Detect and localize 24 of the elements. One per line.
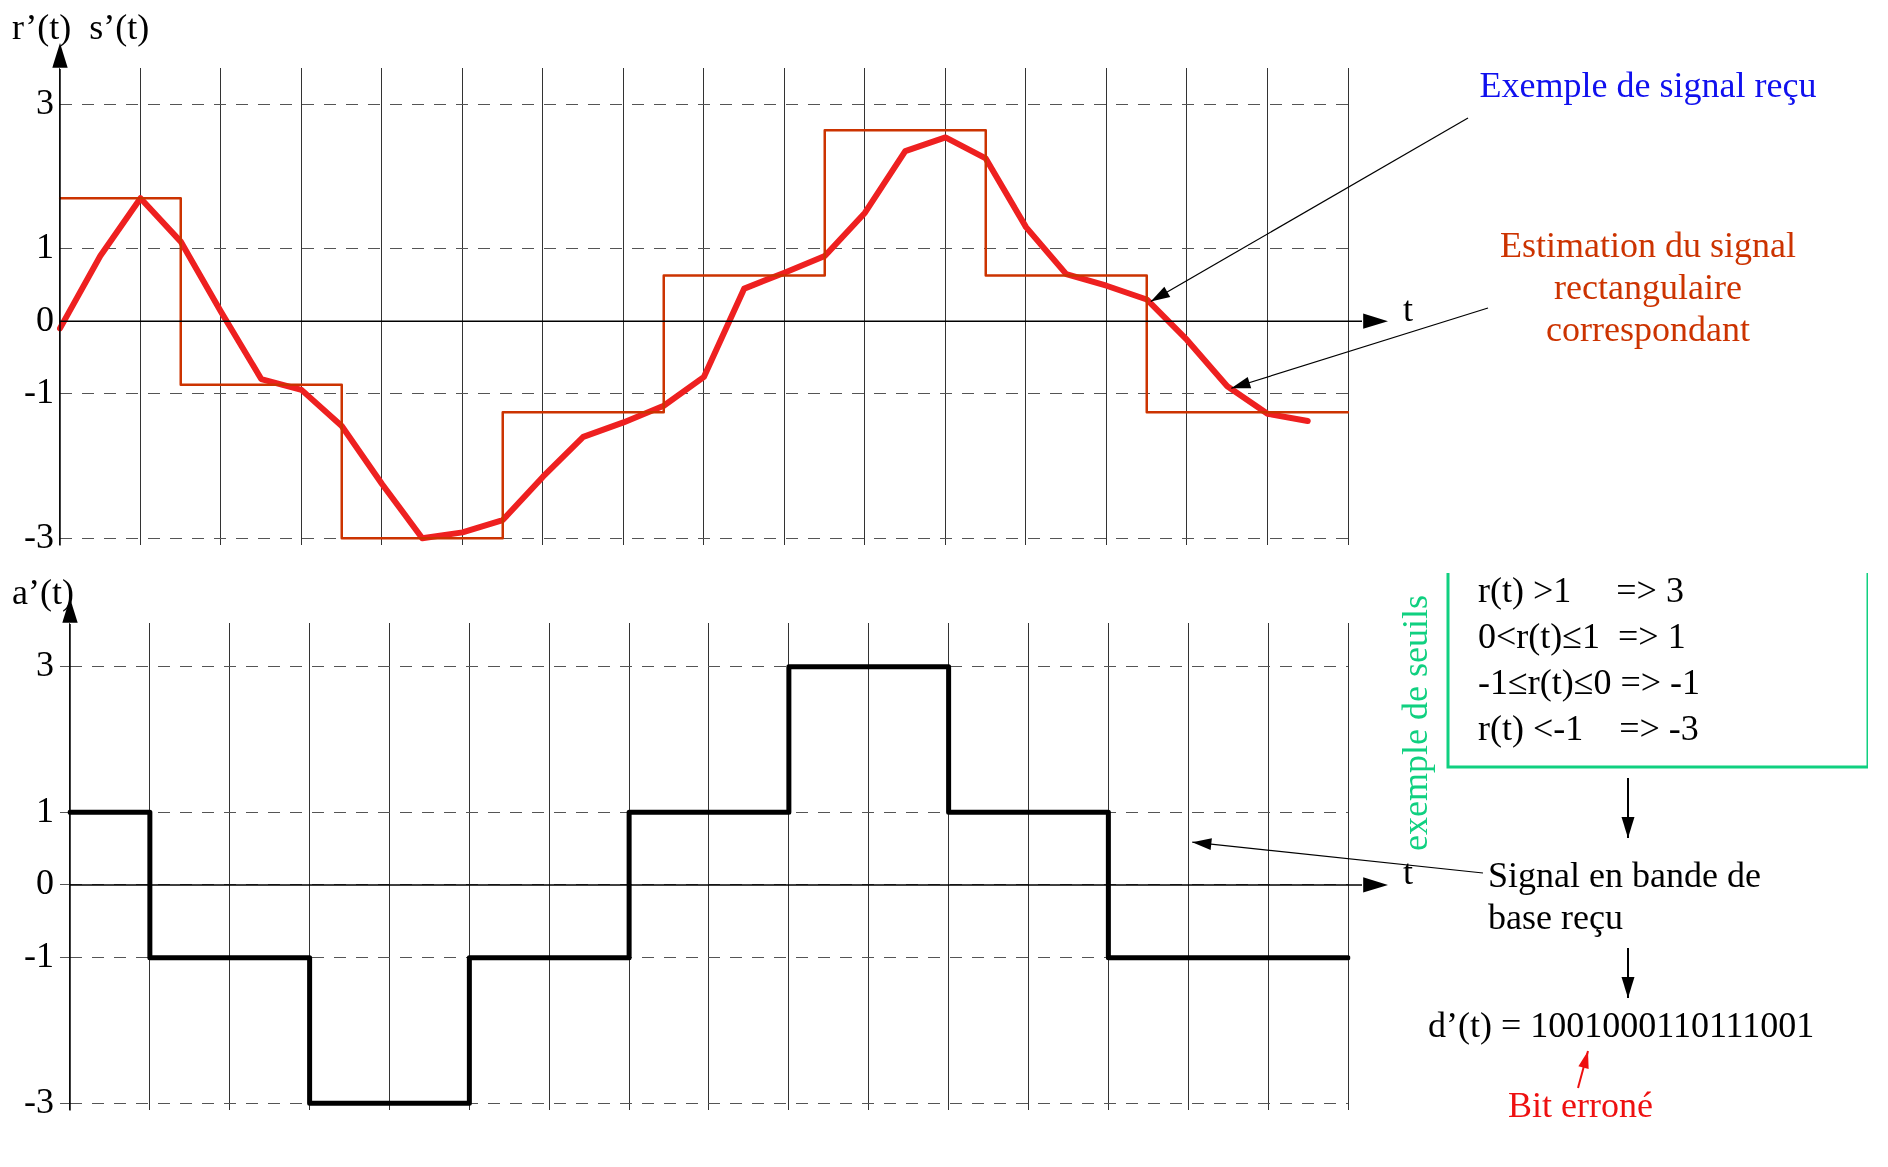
y-tick-label: -1: [23, 935, 54, 976]
text: -1≤r(t)≤0 => -1: [1478, 662, 1701, 703]
y-axis-title: r’(t) s’(t): [12, 7, 150, 48]
text: Estimation du signal rectangulaire correspondant: [1500, 225, 1796, 350]
y-axis-title: a’(t): [12, 572, 74, 613]
text: Exemple de signal reçu: [1479, 65, 1817, 106]
y-tick-label: -1: [23, 370, 54, 411]
text: d’(t) = 1001000110111001: [1428, 1005, 1815, 1046]
x-axis-title: t: [1403, 852, 1414, 893]
y-tick-label: 3: [35, 644, 54, 685]
text: 0<r(t)≤1 => 1: [1478, 616, 1686, 657]
text: r(t) >1 => 3: [1478, 570, 1684, 611]
y-tick-label: -3: [23, 1080, 54, 1121]
y-tick-label: 0: [35, 298, 54, 339]
y-tick-label: 3: [35, 81, 54, 122]
text: Signal en bande de base reçu: [1488, 855, 1761, 938]
y-tick-label: 0: [35, 862, 54, 903]
x-axis-title: t: [1403, 288, 1414, 329]
text: r(t) <-1 => -3: [1478, 708, 1699, 749]
y-tick-label: 1: [35, 226, 54, 267]
text: exemple de seuils: [1395, 595, 1436, 851]
y-tick-label: 1: [35, 789, 54, 830]
y-tick-label: -3: [23, 515, 54, 556]
text: Bit erroné: [1508, 1085, 1653, 1126]
